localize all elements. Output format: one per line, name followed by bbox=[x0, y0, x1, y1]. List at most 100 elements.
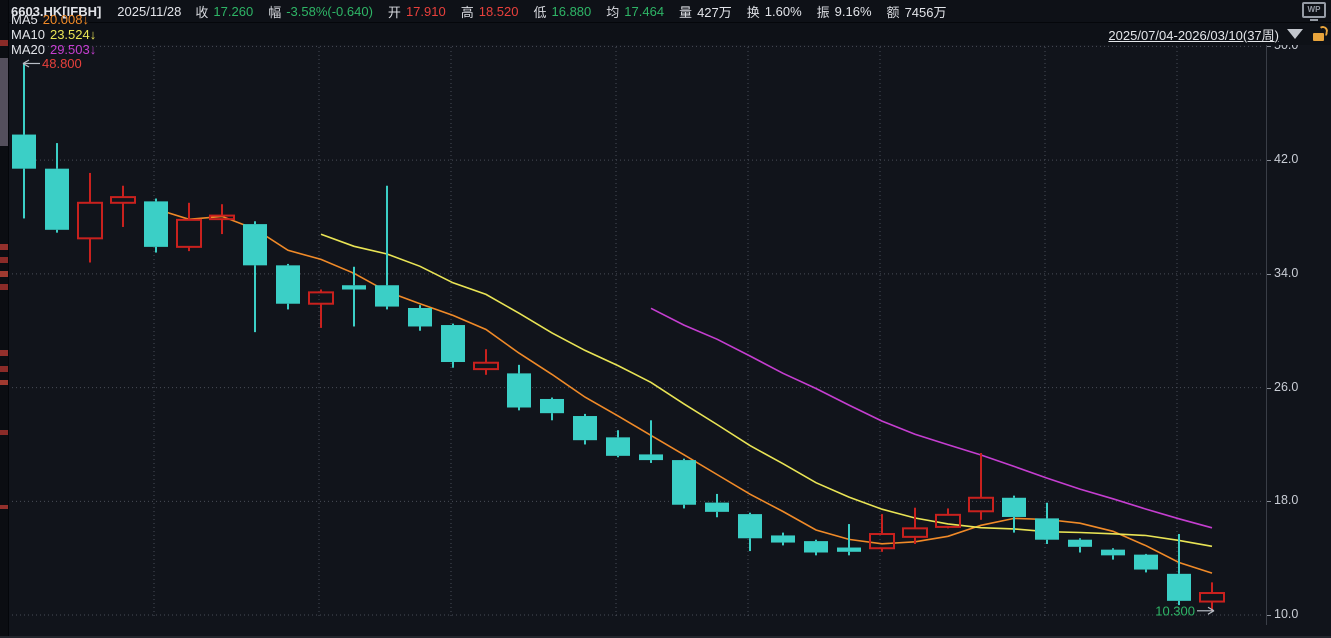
ma-value: 23.524↓ bbox=[50, 27, 96, 42]
quote-field-value: 16.880 bbox=[552, 4, 592, 19]
candle-body bbox=[474, 363, 498, 369]
price-axis-label: 18.0 bbox=[1274, 493, 1298, 507]
candle-week-11[interactable] bbox=[342, 267, 366, 327]
candle-body bbox=[672, 460, 696, 505]
candle-body bbox=[870, 534, 894, 548]
quote-field-value: 17.910 bbox=[406, 4, 446, 19]
candle-week-12[interactable] bbox=[375, 186, 399, 310]
candle-week-1[interactable] bbox=[12, 63, 36, 218]
candle-body bbox=[771, 535, 795, 542]
candle-week-27[interactable] bbox=[870, 514, 894, 552]
candle-week-9[interactable] bbox=[276, 264, 300, 309]
quote-field-label: 高 bbox=[461, 2, 474, 21]
background-window-sliver bbox=[0, 0, 9, 638]
date-range-control[interactable]: 2025/07/04-2026/03/10(37周) bbox=[1108, 25, 1279, 44]
candle-week-30[interactable] bbox=[969, 453, 993, 520]
candle-week-24[interactable] bbox=[771, 533, 795, 546]
candle-body bbox=[804, 541, 828, 552]
quote-field-label: 均 bbox=[606, 2, 619, 21]
candle-week-26[interactable] bbox=[837, 524, 861, 555]
ma-label: MA20 bbox=[11, 42, 45, 57]
quote-field: 均 17.464 bbox=[606, 2, 664, 21]
quote-field-label: 换 bbox=[747, 2, 760, 21]
candle-body bbox=[1134, 555, 1158, 570]
candle-week-8[interactable] bbox=[243, 221, 267, 332]
high-price-label: 48.800 bbox=[42, 56, 82, 71]
quote-field-label: 振 bbox=[817, 2, 830, 21]
candle-body bbox=[1035, 518, 1059, 539]
quote-field-label: 幅 bbox=[268, 2, 281, 21]
quote-field-label: 收 bbox=[195, 2, 208, 21]
quote-field-value: 18.520 bbox=[479, 4, 519, 19]
candle-week-22[interactable] bbox=[705, 494, 729, 517]
quote-field-label: 额 bbox=[887, 2, 900, 21]
candle-week-21[interactable] bbox=[672, 459, 696, 509]
quote-field-value: 7456万 bbox=[905, 2, 947, 21]
low-price-annotation: 10.300 bbox=[1155, 603, 1214, 618]
candle-week-4[interactable] bbox=[111, 186, 135, 227]
candle-week-7[interactable] bbox=[210, 204, 234, 234]
candle-week-32[interactable] bbox=[1035, 503, 1059, 544]
ma-legend-item: MA2029.503↓ bbox=[11, 42, 96, 57]
candle-week-3[interactable] bbox=[78, 173, 102, 263]
candle-week-6[interactable] bbox=[177, 203, 201, 251]
candle-week-35[interactable] bbox=[1134, 554, 1158, 572]
low-price-label: 10.300 bbox=[1155, 603, 1195, 618]
chart-canvas[interactable]: 48.800 10.300 bbox=[8, 45, 1262, 625]
chevron-down-icon[interactable] bbox=[1287, 29, 1303, 39]
candle-week-28[interactable] bbox=[903, 508, 927, 544]
candle-week-13[interactable] bbox=[408, 305, 432, 331]
candle-body bbox=[408, 308, 432, 326]
candle-week-37[interactable] bbox=[1200, 582, 1224, 610]
candle-week-19[interactable] bbox=[606, 430, 630, 457]
price-axis-tick bbox=[1267, 388, 1271, 389]
quote-field: 振 9.16% bbox=[817, 2, 872, 21]
candlestick-chart[interactable]: 48.800 10.300 bbox=[8, 45, 1262, 625]
quote-field-value: 17.464 bbox=[624, 4, 664, 19]
candle-body bbox=[837, 548, 861, 552]
quote-field-label: 开 bbox=[388, 2, 401, 21]
quote-field: 换1.60% bbox=[747, 2, 802, 21]
wp-logo-stand bbox=[1310, 19, 1318, 21]
candle-week-36[interactable] bbox=[1167, 534, 1191, 605]
candle-week-31[interactable] bbox=[1002, 496, 1026, 533]
candle-week-23[interactable] bbox=[738, 513, 762, 551]
candle-body bbox=[639, 454, 663, 460]
price-axis-label: 10.0 bbox=[1274, 607, 1298, 621]
quote-field-value: 427万 bbox=[697, 2, 732, 21]
lock-icon[interactable] bbox=[1313, 26, 1328, 42]
candle-body bbox=[342, 285, 366, 289]
quote-field-value: 9.16% bbox=[835, 4, 872, 19]
quote-bar: 6603.HK[IFBH] 2025/11/28 收17.260幅-3.58%(… bbox=[8, 0, 1331, 23]
lock-body bbox=[1313, 33, 1324, 41]
candle-body bbox=[111, 197, 135, 203]
candle-week-18[interactable] bbox=[573, 414, 597, 445]
candle-body bbox=[1002, 498, 1026, 517]
candle-week-2[interactable] bbox=[45, 143, 69, 233]
candle-week-15[interactable] bbox=[474, 349, 498, 375]
candle-body bbox=[45, 169, 69, 230]
candle-week-5[interactable] bbox=[144, 199, 168, 253]
quote-field-value: -3.58%(-0.640) bbox=[286, 4, 373, 19]
candle-body bbox=[243, 224, 267, 265]
candle-week-25[interactable] bbox=[804, 540, 828, 556]
candle-week-14[interactable] bbox=[441, 324, 465, 368]
ma-legend-item: MA1023.524↓ bbox=[11, 27, 96, 42]
candle-body bbox=[1200, 593, 1224, 602]
price-axis[interactable]: 50.042.034.026.018.010.0 bbox=[1266, 45, 1331, 625]
candle-body bbox=[1101, 550, 1125, 556]
candle-body bbox=[969, 498, 993, 512]
candle-body bbox=[441, 325, 465, 362]
price-axis-tick bbox=[1267, 46, 1271, 47]
candle-week-17[interactable] bbox=[540, 398, 564, 421]
candle-week-10[interactable] bbox=[309, 290, 333, 328]
candle-week-20[interactable] bbox=[639, 420, 663, 463]
candle-body bbox=[78, 203, 102, 239]
quote-field-value: 17.260 bbox=[213, 4, 253, 19]
candle-body bbox=[1167, 574, 1191, 601]
ma-legend-bar: MA520.008↓MA1023.524↓MA2029.503↓ 2025/07… bbox=[8, 23, 1331, 45]
candle-week-16[interactable] bbox=[507, 365, 531, 410]
candle-body bbox=[375, 285, 399, 306]
candle-week-34[interactable] bbox=[1101, 548, 1125, 559]
candle-week-33[interactable] bbox=[1068, 538, 1092, 552]
